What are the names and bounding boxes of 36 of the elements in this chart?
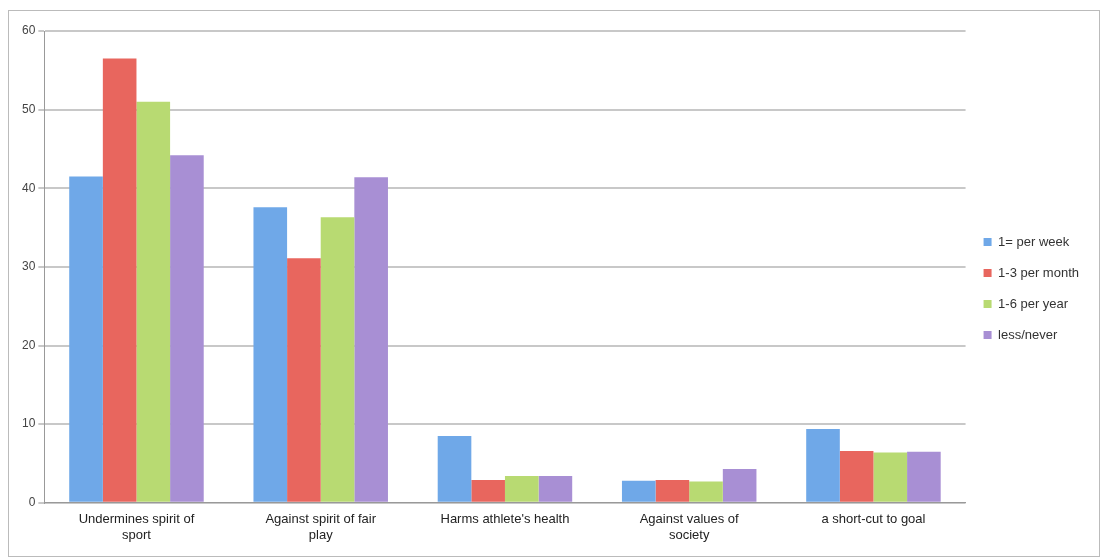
bar bbox=[873, 452, 908, 502]
legend-label: 1-3 per month bbox=[998, 264, 1079, 280]
bar bbox=[722, 468, 757, 502]
x-tick-label: a short-cut to goal bbox=[821, 511, 926, 527]
y-tick-label: 20 bbox=[21, 337, 36, 352]
x-tick-label: Harms athlete's health bbox=[440, 511, 570, 527]
bar bbox=[538, 476, 573, 502]
bar bbox=[689, 481, 723, 502]
y-tick-label: 40 bbox=[21, 180, 36, 195]
x-tick-label: Undermines spirit of sport bbox=[78, 511, 195, 542]
bar bbox=[621, 480, 656, 502]
bar bbox=[471, 480, 505, 502]
bar bbox=[655, 480, 690, 502]
legend-label: 1= per week bbox=[998, 233, 1070, 249]
bar bbox=[69, 176, 103, 502]
bar bbox=[287, 258, 321, 502]
bar bbox=[102, 58, 137, 502]
x-tick-label: Against spirit of fair play bbox=[265, 511, 377, 542]
y-tick-label: 0 bbox=[28, 495, 36, 510]
bar bbox=[839, 450, 874, 502]
bar bbox=[907, 451, 941, 502]
bar bbox=[437, 435, 472, 502]
x-tick-label: Against values of society bbox=[639, 511, 740, 542]
bar bbox=[136, 101, 171, 502]
y-tick-label: 30 bbox=[21, 259, 36, 274]
bar bbox=[320, 217, 355, 502]
legend-label: less/never bbox=[998, 326, 1058, 342]
y-tick-label: 50 bbox=[21, 101, 36, 116]
bar bbox=[354, 177, 388, 502]
bar bbox=[806, 428, 840, 502]
bar bbox=[253, 207, 288, 502]
y-tick-label: 60 bbox=[21, 23, 36, 38]
bar bbox=[170, 155, 204, 502]
bar bbox=[504, 476, 539, 502]
legend-label: 1-6 per year bbox=[998, 295, 1069, 311]
y-tick-label: 10 bbox=[21, 416, 36, 431]
